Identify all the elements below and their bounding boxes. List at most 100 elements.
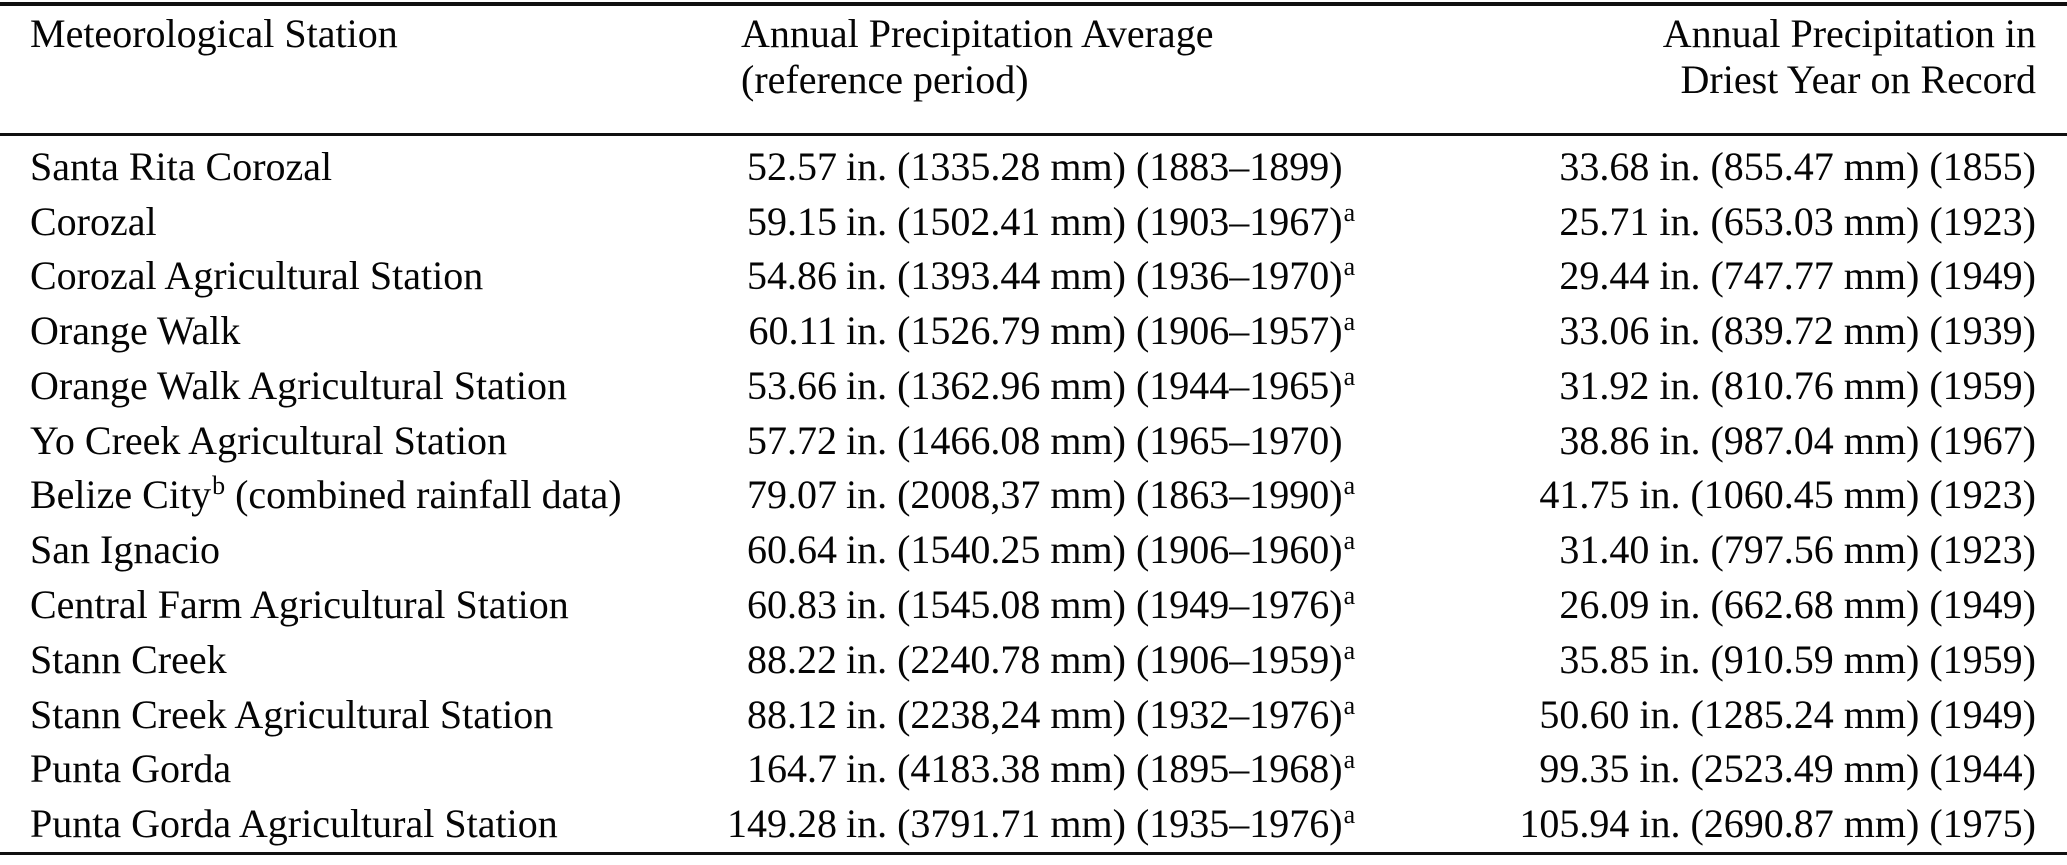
- average-precipitation-cell: 88.12 in. (2238,24 mm) (1932–1976)a: [727, 691, 1407, 738]
- station-name-cell: Yo Creek Agricultural Station: [30, 417, 727, 464]
- footnote-marker: a: [1343, 635, 1356, 665]
- table-header-rule: [0, 133, 2067, 136]
- station-name-cell: Orange Walk: [30, 307, 727, 354]
- footnote-marker: a: [1343, 307, 1356, 337]
- station-name: Stann Creek Agricultural Station: [30, 691, 554, 737]
- footnote-marker: a: [1343, 745, 1356, 775]
- footnote-marker: a: [1343, 361, 1356, 391]
- average-inches-value: 60.11: [748, 308, 837, 354]
- column-header-driest: Annual Precipitation in Driest Year on R…: [1407, 11, 2036, 103]
- station-name-cell: Central Farm Agricultural Station: [30, 581, 727, 628]
- table-body: Santa Rita Corozal 52.57 in. (1335.28 mm)…: [0, 139, 2067, 851]
- table-row: Corozal Agricultural Station 54.86 in. (1…: [0, 249, 2067, 304]
- average-inches-value: 88.22: [747, 636, 837, 682]
- driest-year-precipitation-cell: 26.09 in. (662.68 mm) (1949): [1559, 582, 2036, 627]
- average-mm-and-period: in. (4183.38 mm) (1895–1968): [846, 746, 1343, 792]
- station-name: Stann Creek: [30, 636, 227, 682]
- average-inches-value: 57.72: [747, 417, 837, 463]
- average-precipitation-cell: 60.11 in. (1526.79 mm) (1906–1957)a: [727, 307, 1407, 354]
- station-name-suffix: (combined rainfall data): [225, 472, 622, 518]
- average-mm-and-period: in. (1502.41 mm) (1903–1967): [846, 198, 1343, 244]
- station-name: San Ignacio: [30, 527, 220, 573]
- station-name: Punta Gorda: [30, 746, 232, 792]
- table-bottom-rule: [0, 852, 2067, 855]
- average-inches-value: 79.07: [747, 472, 837, 518]
- table-row: Punta Gorda Agricultural Station 149.28 i…: [0, 796, 2067, 851]
- driest-year-precipitation-cell: 105.94 in. (2690.87 mm) (1975): [1519, 801, 2036, 847]
- table-row: Punta Gorda 164.7 in. (4183.38 mm) (1895–…: [0, 741, 2067, 796]
- average-precipitation-cell: 88.22 in. (2240.78 mm) (1906–1959)a: [727, 636, 1407, 683]
- driest-year-precipitation-cell: 33.68 in. (855.47 mm) (1855): [1559, 143, 2036, 189]
- driest-year-precipitation-cell: 35.85 in. (910.59 mm) (1959): [1559, 636, 2036, 682]
- station-name: Corozal: [30, 198, 157, 244]
- table-row: Orange Walk 60.11 in. (1526.79 mm) (1906–…: [0, 303, 2067, 358]
- footnote-marker: a: [1343, 581, 1356, 610]
- column-header-driest-line1: Annual Precipitation in: [1662, 11, 2036, 56]
- average-precipitation-cell: 79.07 in. (2008,37 mm) (1863–1990)a: [727, 471, 1407, 518]
- driest-year-precipitation-cell: 41.75 in. (1060.45 mm) (1923): [1539, 472, 2036, 518]
- average-mm-and-period: in. (1362.96 mm) (1944–1965): [846, 362, 1343, 408]
- average-mm-and-period: in. (2008,37 mm) (1863–1990): [846, 472, 1343, 518]
- driest-year-precipitation-cell: 38.86 in. (987.04 mm) (1967): [1559, 417, 2036, 463]
- average-precipitation-cell: 60.83 in. (1545.08 mm) (1949–1976)a: [727, 581, 1407, 628]
- average-inches-value: 60.83: [747, 582, 837, 627]
- footnote-marker: a: [1343, 526, 1356, 556]
- station-name-cell: Santa Rita Corozal: [30, 143, 727, 190]
- footnote-marker: a: [1343, 252, 1356, 282]
- average-mm-and-period: in. (1526.79 mm) (1906–1957): [846, 308, 1343, 354]
- footnote-marker: b: [212, 471, 226, 501]
- average-precipitation-cell: 164.7 in. (4183.38 mm) (1895–1968)a: [727, 745, 1407, 792]
- table-row: Yo Creek Agricultural Station 57.72 in. (…: [0, 413, 2067, 468]
- column-header-station-label: Meteorological Station: [30, 11, 398, 56]
- table-row: Stann Creek Agricultural Station 88.12 in…: [0, 687, 2067, 742]
- footnote-marker: a: [1343, 471, 1356, 501]
- column-header-average-line2: (reference period): [741, 57, 1029, 102]
- average-inches-value: 53.66: [747, 362, 837, 408]
- station-name: Yo Creek Agricultural Station: [30, 417, 508, 463]
- column-header-driest-line2: Driest Year on Record: [1680, 57, 2037, 102]
- average-precipitation-cell: 52.57 in. (1335.28 mm) (1883–1899): [727, 143, 1407, 190]
- driest-year-precipitation-cell: 31.40 in. (797.56 mm) (1923): [1559, 527, 2036, 573]
- table-row: Central Farm Agricultural Station 60.83 i…: [0, 577, 2067, 632]
- table-row: Stann Creek 88.22 in. (2240.78 mm) (1906–…: [0, 632, 2067, 687]
- average-inches-value: 164.7: [747, 746, 837, 792]
- average-mm-and-period: in. (1540.25 mm) (1906–1960): [846, 527, 1343, 573]
- average-inches-value: 60.64: [747, 527, 837, 573]
- driest-year-precipitation-cell: 29.44 in. (747.77 mm) (1949): [1559, 253, 2036, 299]
- station-name-cell: Orange Walk Agricultural Station: [30, 362, 727, 409]
- station-name-cell: Corozal Agricultural Station: [30, 252, 727, 299]
- driest-year-precipitation-cell: 50.60 in. (1285.24 mm) (1949): [1539, 691, 2036, 737]
- station-name: Belize City: [30, 472, 212, 518]
- station-name: Orange Walk: [30, 308, 241, 354]
- average-mm-and-period: in. (1466.08 mm) (1965–1970): [846, 417, 1343, 463]
- average-inches-value: 59.15: [747, 198, 837, 244]
- footnote-marker: a: [1343, 690, 1356, 720]
- average-inches-value: 88.12: [747, 691, 837, 737]
- table-row: Corozal 59.15 in. (1502.41 mm) (1903–1967…: [0, 194, 2067, 249]
- table-row: Orange Walk Agricultural Station 53.66 in…: [0, 358, 2067, 413]
- footnote-marker: a: [1343, 800, 1356, 830]
- average-inches-value: 54.86: [747, 253, 837, 299]
- driest-year-precipitation-cell: 25.71 in. (653.03 mm) (1923): [1559, 198, 2036, 244]
- table-row: Santa Rita Corozal 52.57 in. (1335.28 mm)…: [0, 139, 2067, 194]
- average-mm-and-period: in. (1335.28 mm) (1883–1899): [846, 143, 1343, 189]
- table-header-row: Meteorological Station Annual Precipitat…: [0, 11, 2067, 103]
- average-mm-and-period: in. (1545.08 mm) (1949–1976): [846, 582, 1343, 627]
- station-name-cell: San Ignacio: [30, 526, 727, 573]
- average-mm-and-period: in. (2240.78 mm) (1906–1959): [846, 636, 1343, 682]
- station-name: Orange Walk Agricultural Station: [30, 362, 568, 408]
- footnote-marker: a: [1343, 197, 1356, 227]
- station-name: Corozal Agricultural Station: [30, 253, 484, 299]
- average-mm-and-period: in. (2238,24 mm) (1932–1976): [846, 691, 1343, 737]
- average-precipitation-cell: 149.28 in. (3791.71 mm) (1935–1976)a: [727, 800, 1407, 847]
- station-name-cell: Corozal: [30, 198, 727, 245]
- column-header-average-line1: Annual Precipitation Average: [741, 11, 1214, 56]
- table-row: Belize Cityb (combined rainfall data) 79…: [0, 468, 2067, 523]
- station-name-cell: Belize Cityb (combined rainfall data): [30, 471, 727, 518]
- column-header-station: Meteorological Station: [30, 11, 727, 103]
- station-name: Santa Rita Corozal: [30, 143, 333, 189]
- average-inches-value: 52.57: [747, 143, 837, 189]
- table-row: San Ignacio 60.64 in. (1540.25 mm) (1906–…: [0, 522, 2067, 577]
- average-precipitation-cell: 54.86 in. (1393.44 mm) (1936–1970)a: [727, 252, 1407, 299]
